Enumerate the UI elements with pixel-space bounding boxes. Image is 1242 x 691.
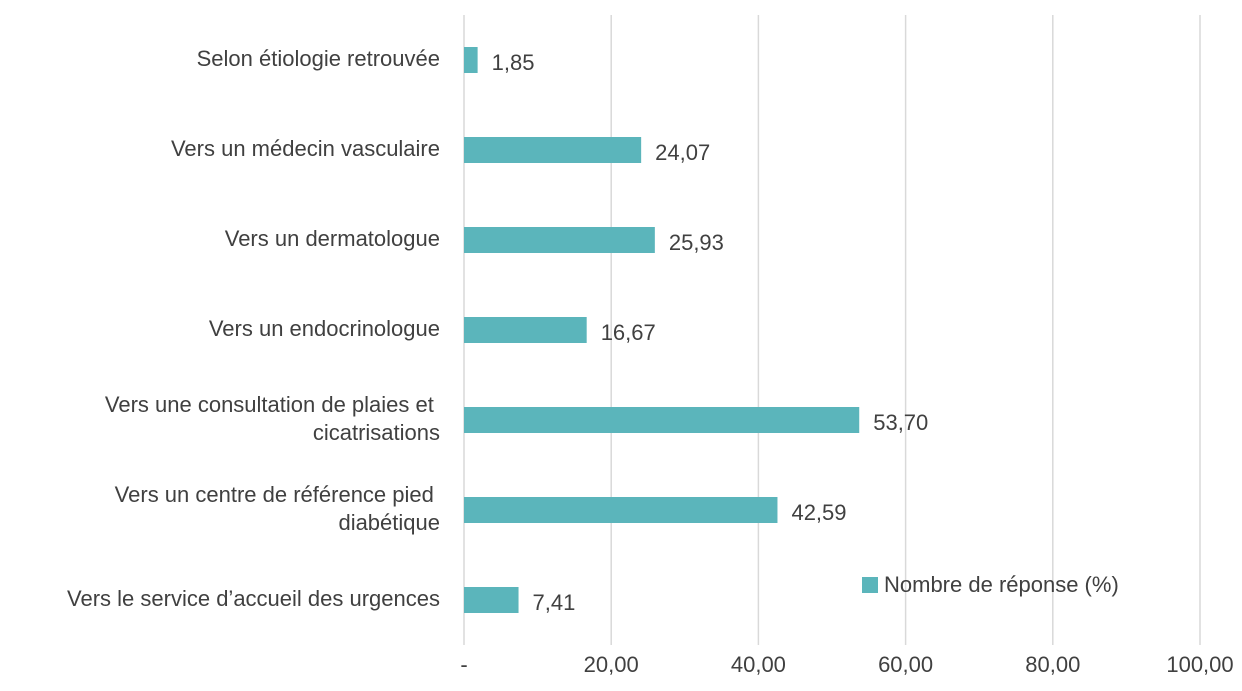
label-line: Vers un centre de référence pied [115, 482, 440, 507]
data-label: 16,67 [601, 320, 656, 345]
x-tick-label: 80,00 [1025, 652, 1080, 677]
label-line: cicatrisations [313, 420, 440, 445]
legend-label: Nombre de réponse (%) [884, 572, 1119, 597]
bar [464, 407, 860, 433]
y-tick-label: Vers une consultation de plaies et cicat… [105, 392, 440, 445]
y-tick-label: Vers un endocrinologue [209, 316, 440, 341]
data-label: 42,59 [791, 500, 846, 525]
data-label: 25,93 [669, 230, 724, 255]
x-tick-label: 60,00 [878, 652, 933, 677]
label-line: Vers une consultation de plaies et [105, 392, 440, 417]
x-tick-label: - [460, 652, 467, 677]
y-tick-label: Vers le service d’accueil des urgences [67, 586, 440, 611]
x-tick-label: 40,00 [731, 652, 786, 677]
x-tick-label: 100,00 [1166, 652, 1233, 677]
bar [464, 497, 778, 523]
bar [464, 317, 587, 343]
x-tick-label: 20,00 [584, 652, 639, 677]
label-line: diabétique [338, 510, 440, 535]
bar [464, 227, 655, 253]
y-tick-label: Selon étiologie retrouvée [197, 46, 440, 71]
data-label: 24,07 [655, 140, 710, 165]
y-tick-label: Vers un dermatologue [225, 226, 440, 251]
bar [464, 137, 642, 163]
data-label: 7,41 [533, 590, 576, 615]
bar [464, 47, 478, 73]
data-label: 53,70 [873, 410, 928, 435]
bar [464, 587, 519, 613]
y-tick-label: Vers un centre de référence pied diabéti… [115, 482, 440, 535]
legend-swatch [862, 577, 878, 593]
y-tick-label: Vers un médecin vasculaire [171, 136, 440, 161]
data-label: 1,85 [492, 50, 535, 75]
